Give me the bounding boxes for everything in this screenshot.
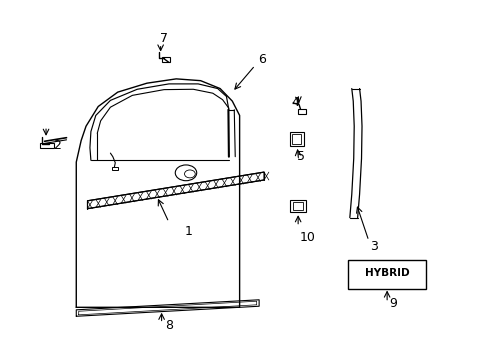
Text: 1: 1 xyxy=(184,225,192,238)
Bar xyxy=(293,202,303,210)
Bar xyxy=(298,109,305,114)
Text: 3: 3 xyxy=(369,240,377,253)
Text: 7: 7 xyxy=(160,32,168,45)
Bar xyxy=(40,143,54,148)
Text: 2: 2 xyxy=(53,139,61,152)
Text: 5: 5 xyxy=(296,150,304,163)
Bar xyxy=(292,134,301,144)
Text: 9: 9 xyxy=(388,297,396,310)
Text: 8: 8 xyxy=(164,319,173,332)
Bar xyxy=(289,132,304,146)
Text: 4: 4 xyxy=(291,96,299,109)
Bar xyxy=(112,167,118,170)
Bar xyxy=(290,200,305,212)
Text: 10: 10 xyxy=(299,231,315,244)
Text: HYBRID: HYBRID xyxy=(364,269,408,278)
Bar xyxy=(161,57,170,62)
Text: 6: 6 xyxy=(257,53,265,66)
FancyBboxPatch shape xyxy=(347,260,426,289)
